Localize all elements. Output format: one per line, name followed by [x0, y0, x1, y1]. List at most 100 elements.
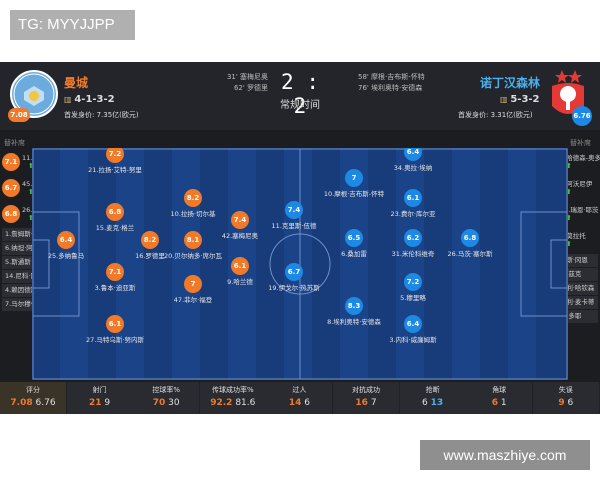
player-rating: 8.2: [141, 231, 159, 249]
player-name: 21.拉扬·艾特-努里: [88, 166, 142, 174]
bench-rating: 6.7: [2, 179, 20, 197]
tree-crest-icon: [552, 70, 584, 114]
sub-in-icon: ⬆: [566, 188, 572, 196]
player-rating: 7: [184, 275, 202, 293]
stat-label: 控球率%: [152, 386, 181, 394]
player-rating: 7.2: [404, 273, 422, 291]
stat-label: 对抗成功: [352, 386, 380, 394]
bench-name: 4.莫拉托: [560, 232, 586, 240]
stat-away-value: 81.6: [235, 398, 256, 408]
player-rating: 8.3: [345, 297, 363, 315]
player-rating: 6.1: [106, 315, 124, 333]
match-panel: 7.08 曼城 ▥ 4-1-3-2 首发身价: 7.35亿(欧元) 31' 塞梅…: [0, 62, 600, 414]
player-name: 47.菲尔·福登: [173, 296, 213, 304]
stat-home-value: 6: [491, 398, 499, 408]
stat-values: 6 1: [466, 398, 532, 408]
player-rating: 8.1: [184, 231, 202, 249]
home-scorer: 31' 塞梅尼奥: [226, 73, 268, 81]
bench-name: 5.斯通斯: [5, 258, 31, 266]
player-name: 3.鲁本·迪亚斯: [94, 284, 136, 292]
stat-item: 抢断 6 13: [399, 382, 466, 414]
stat-values: 14 6: [266, 398, 332, 408]
player-name: 42.塞梅尼奥: [221, 232, 259, 240]
sub-in-icon: ⬆: [566, 162, 572, 170]
player-rating: 6.2: [404, 229, 422, 247]
player-name: 31.米伦科维奇: [391, 250, 435, 258]
watermark-top: TG: MYYJJPP: [10, 10, 135, 40]
away-scorer: 76' 埃利奥特·安德森: [358, 84, 423, 92]
pitch-lines: [32, 148, 568, 380]
bench-rating: 7.1: [2, 153, 20, 171]
stat-item: 角球 6 1: [466, 382, 533, 414]
player-rating: 7.2: [106, 148, 124, 163]
bench-name: 21.奥玛利·哈钦森: [543, 284, 595, 292]
score: 2 : 2: [281, 70, 319, 118]
formation-icon: ▥: [64, 95, 75, 104]
stat-away-value: 13: [430, 398, 444, 408]
stat-item: 传球成功率% 92.2 81.6: [199, 382, 266, 414]
stat-values: 9 6: [533, 398, 599, 408]
away-value: 首发身价: 3.31亿(欧元): [458, 111, 533, 119]
stat-item: 评分 7.08 6.76: [0, 382, 66, 414]
bench-name: 9.阿沃尼伊: [560, 180, 593, 188]
player-name: 16.罗德里: [135, 252, 165, 260]
stat-values: 16 7: [333, 398, 399, 408]
stats-bar: 评分 7.08 6.76 射门 21 9 控球率% 70 30 传球成功率% 92.2 81.…: [0, 382, 600, 414]
bench-name: 6.纳坦·阿克: [5, 244, 40, 252]
stat-away-value: 1: [500, 398, 507, 408]
home-scorer: 62' 罗德里: [233, 84, 268, 92]
stat-home-value: 16: [355, 398, 368, 408]
player-name: 5.穆里略: [400, 294, 426, 302]
home-rating-badge: 7.08: [8, 108, 30, 122]
stat-label: 角球: [492, 386, 507, 394]
stat-away-value: 6: [304, 398, 310, 408]
bench-name: 1.詹姆斯·特拉...: [5, 230, 52, 238]
stat-home-value: 70: [152, 398, 166, 408]
home-formation-text: 4-1-3-2: [74, 94, 115, 105]
player-name: 8.埃利奥特·安德森: [327, 318, 381, 326]
sub-in-icon: ⬆: [28, 188, 34, 196]
away-team-name[interactable]: 诺丁汉森林: [479, 76, 540, 90]
match-header: 7.08 曼城 ▥ 4-1-3-2 首发身价: 7.35亿(欧元) 31' 塞梅…: [0, 62, 600, 130]
stat-away-value: 6: [567, 398, 574, 408]
player-name: 6.桑加雷: [341, 250, 367, 258]
stat-away-value: 9: [104, 398, 111, 408]
pitch: 6.4 25.多纳鲁马 7.2 21.拉扬·艾特-努里 6.8 15.麦克·格兰 8.2 16…: [32, 148, 568, 380]
sub-in-icon: ⬆: [28, 162, 34, 170]
away-crest: [548, 66, 588, 122]
bench-name: 7.马尔穆什: [5, 300, 38, 308]
player-name: 25.多纳鲁马: [47, 252, 85, 260]
player-name: 11.克里斯·伍德: [271, 222, 317, 230]
sub-in-icon: ⬆: [566, 214, 572, 222]
formation-icon: ▥: [500, 95, 511, 104]
players-layer: 6.4 25.多纳鲁马 7.2 21.拉扬·艾特-努里 6.8 15.麦克·格兰 8.2 16…: [32, 148, 568, 380]
stat-home-value: 92.2: [210, 398, 233, 408]
stat-away-value: 7: [370, 398, 377, 408]
home-team-name[interactable]: 曼城: [64, 76, 89, 90]
away-scorers: 58' 摩根·吉布斯-怀特 76' 埃利奥特·安德森: [358, 72, 458, 94]
bench-rating: 6.8: [2, 205, 20, 223]
player-rating: 6.1: [404, 189, 422, 207]
away-formation-text: 5-3-2: [510, 94, 540, 105]
stat-values: 92.2 81.6: [200, 398, 266, 408]
player-name: 27.马特乌斯·努内斯: [86, 336, 144, 344]
player-name: 23.费尔·库尔亚: [390, 210, 436, 218]
away-rating-badge: 6.76: [572, 106, 592, 126]
stat-home-value: 21: [89, 398, 102, 408]
player-rating: 6.4: [404, 148, 422, 161]
stat-values: 70 30: [133, 398, 199, 408]
player-rating: 7.4: [231, 211, 249, 229]
player-name: 10.摩根·吉布斯-怀特: [323, 190, 385, 198]
home-formation: ▥ 4-1-3-2: [64, 94, 115, 105]
stat-item: 过人 14 6: [266, 382, 333, 414]
stat-item: 失误 9 6: [532, 382, 599, 414]
player-rating: 7.4: [285, 201, 303, 219]
stat-values: 21 9: [67, 398, 133, 408]
player-name: 34.奥拉·埃纳: [393, 164, 433, 172]
player-rating: 8.2: [184, 189, 202, 207]
sub-in-icon: ⬆: [28, 214, 34, 222]
away-scorer: 58' 摩根·吉布斯-怀特: [358, 73, 425, 81]
player-rating: 6.4: [404, 315, 422, 333]
watermark-bottom: www.maszhiye.com: [420, 440, 590, 470]
stat-home-value: 14: [288, 398, 302, 408]
